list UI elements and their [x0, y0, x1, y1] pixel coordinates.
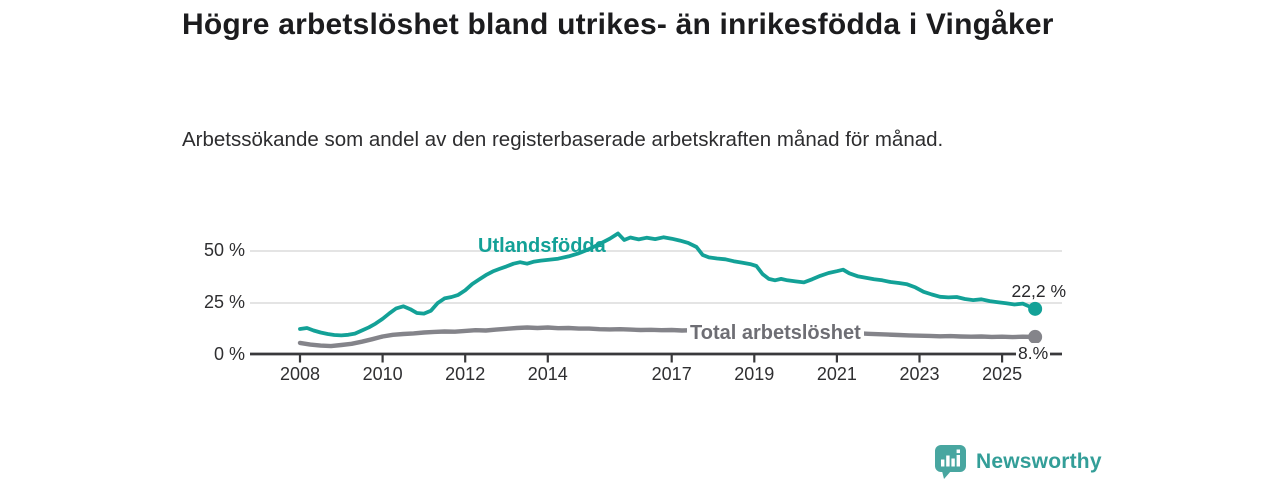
- y-tick-label: 50 %: [203, 240, 245, 260]
- series-label-utlandsfodda: Utlandsfödda: [478, 235, 606, 257]
- end-value-utlandsfodda: 22,2 %: [1011, 281, 1066, 301]
- x-tick-label: 2019: [734, 364, 775, 384]
- x-tick-label: 2010: [362, 364, 403, 384]
- x-tick-label: 2017: [651, 364, 692, 384]
- x-tick-label: 2021: [816, 364, 857, 384]
- newsworthy-logo-text: Newsworthy: [976, 450, 1102, 473]
- series-label-total-arbetsloshet: Total arbetslöshet: [687, 322, 864, 345]
- y-tick-label: 25 %: [203, 292, 245, 312]
- page-title: Högre arbetslöshet bland utrikes- än inr…: [182, 8, 1054, 41]
- x-tick-label: 2014: [527, 364, 568, 384]
- end-value-total: 8.%: [1016, 343, 1051, 364]
- newsworthy-logo-icon: [935, 445, 966, 479]
- x-tick-label: 2025: [982, 364, 1023, 384]
- x-tick-label: 2023: [899, 364, 940, 384]
- x-tick-label: 2012: [445, 364, 486, 384]
- y-tick-label: 0 %: [213, 344, 245, 364]
- newsworthy-logo: Newsworthy: [934, 444, 1102, 480]
- chart-subtitle: Arbetssökande som andel av den registerb…: [182, 128, 944, 151]
- x-tick-label: 2008: [279, 364, 321, 384]
